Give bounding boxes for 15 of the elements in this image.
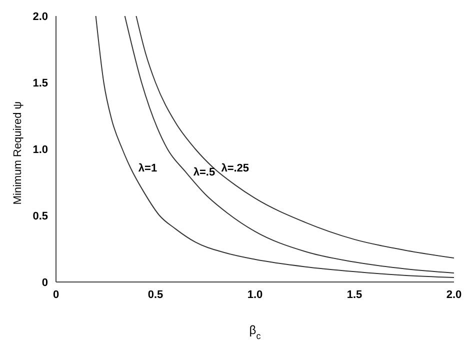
x-tick-label: 1.5	[346, 288, 362, 301]
y-axis-title: Minimum Required ψ	[12, 101, 24, 205]
y-tick-label: 0	[42, 276, 48, 289]
x-axis-title: β$_{c}$	[249, 323, 262, 341]
y-tick-label: 2.0	[32, 10, 48, 23]
series-label: λ=.5	[193, 166, 216, 179]
series-label: λ=.25	[221, 162, 250, 175]
x-tick-label: 2.0	[446, 288, 462, 301]
y-tick-label: 1.0	[32, 144, 48, 156]
y-tick-label: 0.5	[32, 210, 48, 222]
x-tick-label: 0.5	[148, 288, 164, 301]
x-tick-label: 0	[52, 288, 60, 301]
series-label: λ=1	[138, 162, 158, 175]
y-tick-label: 1.5	[32, 77, 48, 90]
x-tick-label: 1.0	[247, 288, 263, 301]
